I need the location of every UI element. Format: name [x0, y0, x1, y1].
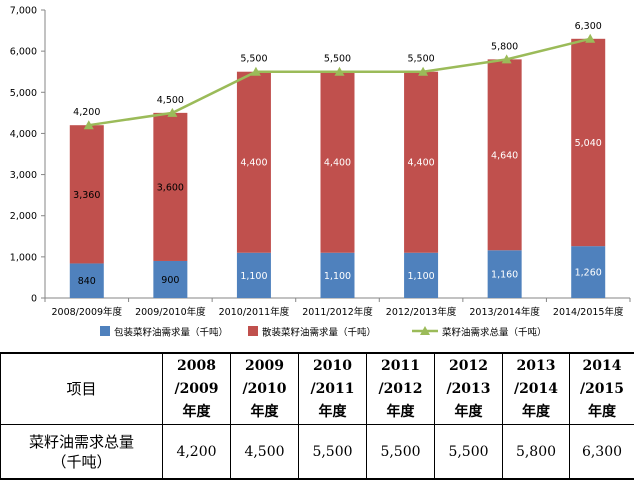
y-tick-label: 0	[31, 294, 37, 305]
data-label-packaged: 1,100	[240, 271, 267, 282]
data-label-total: 5,500	[407, 54, 434, 65]
y-tick-label: 4,000	[10, 129, 37, 140]
table-row: 菜籽油需求总量（千吨） 4,200 4,500 5,500 5,500 5,50…	[1, 425, 634, 480]
data-label-total: 6,300	[575, 21, 602, 32]
table-cell: 4,500	[231, 425, 299, 480]
x-tick-label: 2013/2014年度	[469, 306, 540, 318]
y-tick-label: 5,000	[10, 88, 37, 99]
x-tick-label: 2008/2009年度	[52, 306, 123, 318]
data-label-bulk: 4,400	[407, 158, 434, 169]
legend-bulk-swatch	[248, 326, 258, 336]
table-cell: 5,500	[299, 425, 367, 480]
data-label-packaged: 1,260	[575, 268, 602, 279]
data-label-bulk: 3,600	[157, 182, 184, 193]
data-label-packaged: 1,100	[324, 271, 351, 282]
legend-packaged-label: 包装菜籽油需求量（千吨）	[114, 327, 228, 339]
table-cell: 6,300	[570, 425, 634, 480]
x-tick-label: 2012/2013年度	[386, 306, 457, 318]
legend-total-label: 菜籽油需求总量（千吨）	[442, 327, 547, 339]
x-tick-label: 2014/2015年度	[553, 306, 624, 318]
data-label-packaged: 1,100	[407, 271, 434, 282]
data-label-total: 4,200	[73, 107, 100, 118]
table-header-item: 项目	[1, 353, 163, 425]
y-tick-label: 6,000	[10, 47, 37, 58]
y-tick-label: 2,000	[10, 211, 37, 222]
x-tick-label: 2011/2012年度	[302, 306, 373, 318]
x-tick-label: 2009/2010年度	[135, 306, 206, 318]
x-tick-label: 2010/2011年度	[219, 306, 290, 318]
data-label-bulk: 5,040	[575, 138, 602, 149]
data-label-bulk: 4,640	[491, 150, 518, 161]
data-label-total: 5,800	[491, 41, 518, 52]
total-demand-point	[585, 34, 595, 43]
y-tick-label: 3,000	[10, 170, 37, 181]
table-cell: 4,200	[163, 425, 231, 480]
y-tick-label: 1,000	[10, 252, 37, 263]
stacked-bar-chart: 0 1,000 2,000 3,000 4,000 5,000 6,000 7,000 2008…	[0, 0, 634, 350]
data-label-total: 4,500	[157, 95, 184, 106]
data-label-packaged: 1,160	[491, 270, 518, 281]
data-label-bulk: 4,400	[324, 158, 351, 169]
data-label-total: 5,500	[240, 54, 267, 65]
data-label-bulk: 3,360	[73, 190, 100, 201]
legend-packaged-swatch	[100, 326, 110, 336]
table-cell: 5,500	[367, 425, 435, 480]
data-label-total: 5,500	[324, 54, 351, 65]
table-row-label: 菜籽油需求总量（千吨）	[1, 425, 163, 480]
data-label-packaged: 840	[78, 276, 96, 287]
data-label-packaged: 900	[161, 275, 179, 286]
legend-bulk-label: 散装菜籽油需求量（千吨）	[262, 327, 376, 339]
y-tick-label: 7,000	[10, 6, 37, 17]
data-label-bulk: 4,400	[240, 158, 267, 169]
table-cell: 5,500	[435, 425, 503, 480]
table-cell: 5,800	[503, 425, 570, 480]
